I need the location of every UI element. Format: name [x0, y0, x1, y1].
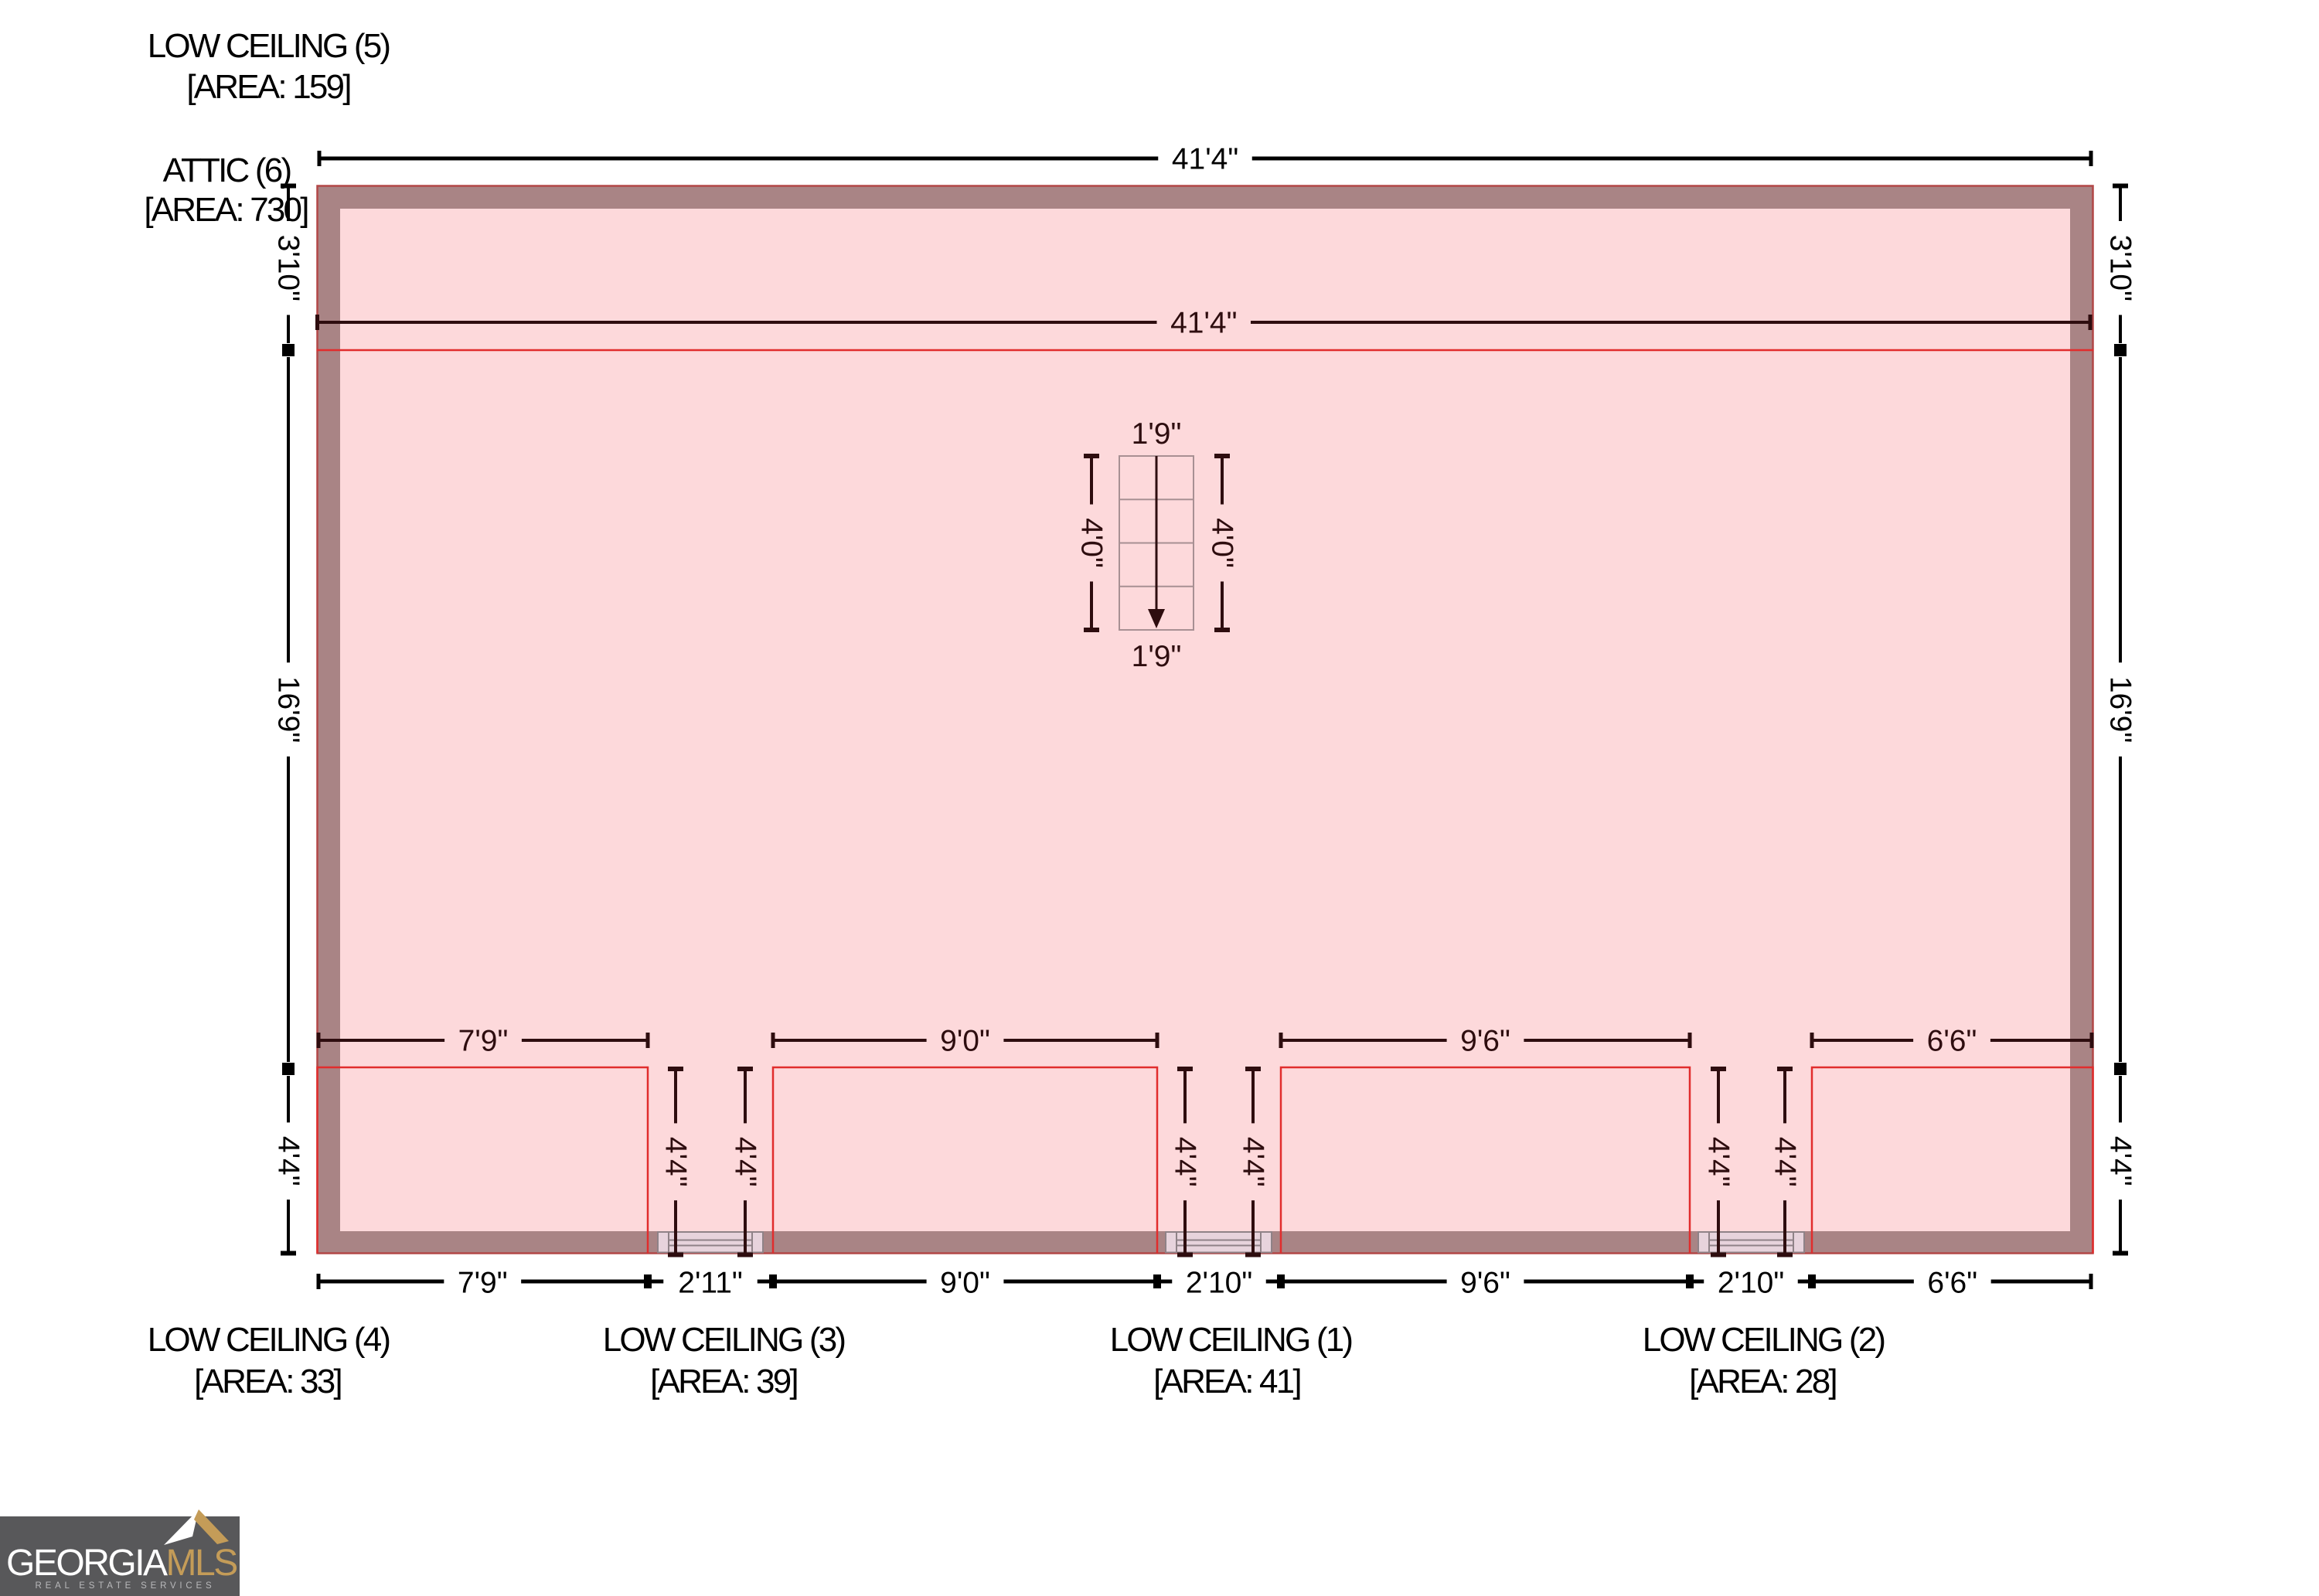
svg-text:LOW CEILING (4): LOW CEILING (4)	[148, 1321, 390, 1359]
svg-text:GEORGIAMLS: GEORGIAMLS	[6, 1543, 237, 1584]
svg-text:2'10": 2'10"	[1186, 1267, 1252, 1300]
svg-text:4'4": 4'4"	[659, 1137, 693, 1187]
svg-text:[AREA: 159]: [AREA: 159]	[186, 68, 350, 106]
svg-text:[AREA: 39]: [AREA: 39]	[650, 1363, 797, 1400]
svg-text:6'6": 6'6"	[1927, 1025, 1977, 1058]
svg-text:[AREA: 28]: [AREA: 28]	[1689, 1363, 1836, 1400]
svg-text:41'4": 41'4"	[1172, 143, 1238, 176]
svg-text:4'4": 4'4"	[1769, 1137, 1802, 1187]
svg-text:9'6": 9'6"	[1460, 1025, 1510, 1058]
svg-text:16'9": 16'9"	[2104, 676, 2137, 743]
svg-text:[AREA: 33]: [AREA: 33]	[194, 1363, 341, 1400]
svg-text:ATTIC (6): ATTIC (6)	[163, 151, 291, 189]
svg-text:4'0": 4'0"	[1075, 518, 1108, 568]
svg-text:6'6": 6'6"	[1927, 1267, 1977, 1300]
svg-text:9'0": 9'0"	[940, 1025, 990, 1058]
svg-text:[AREA: 41]: [AREA: 41]	[1153, 1363, 1300, 1400]
svg-text:7'9": 7'9"	[458, 1267, 508, 1300]
svg-text:3'10": 3'10"	[2104, 235, 2137, 301]
svg-text:LOW CEILING (5): LOW CEILING (5)	[148, 27, 390, 65]
svg-text:1'9": 1'9"	[1132, 417, 1182, 451]
svg-text:4'4": 4'4"	[729, 1137, 762, 1187]
svg-text:2'11": 2'11"	[678, 1267, 742, 1300]
svg-text:LOW CEILING (2): LOW CEILING (2)	[1643, 1321, 1885, 1359]
svg-text:4'0": 4'0"	[1206, 518, 1239, 568]
svg-text:4'4": 4'4"	[1237, 1137, 1270, 1187]
svg-text:1'9": 1'9"	[1132, 640, 1182, 673]
svg-text:41'4": 41'4"	[1170, 307, 1237, 340]
svg-text:4'4": 4'4"	[2104, 1136, 2137, 1186]
svg-text:9'0": 9'0"	[940, 1267, 990, 1300]
svg-text:9'6": 9'6"	[1460, 1267, 1510, 1300]
svg-text:4'4": 4'4"	[272, 1136, 305, 1186]
svg-text:LOW CEILING (3): LOW CEILING (3)	[603, 1321, 845, 1359]
svg-text:LOW CEILING (1): LOW CEILING (1)	[1110, 1321, 1352, 1359]
svg-text:4'4": 4'4"	[1169, 1137, 1202, 1187]
svg-text:16'9": 16'9"	[272, 676, 305, 743]
svg-text:3'10": 3'10"	[272, 235, 305, 301]
svg-text:4'4": 4'4"	[1702, 1137, 1735, 1187]
svg-text:7'9": 7'9"	[458, 1025, 509, 1058]
svg-text:2'10": 2'10"	[1718, 1267, 1784, 1300]
svg-text:REAL ESTATE SERVICES: REAL ESTATE SERVICES	[36, 1581, 216, 1591]
svg-text:[AREA: 730]: [AREA: 730]	[144, 191, 308, 229]
